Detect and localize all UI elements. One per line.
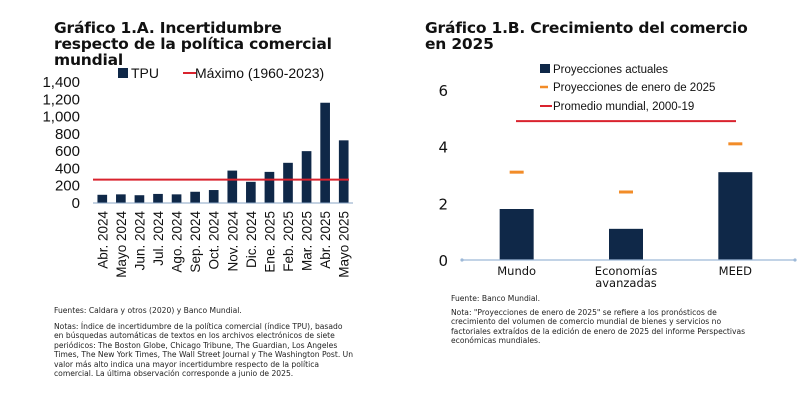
legend-tpu-swatch	[118, 68, 128, 78]
x-tick-label: Mar. 2025	[300, 211, 315, 271]
y-tick-label: 600	[55, 143, 80, 160]
legend-current-swatch	[540, 64, 550, 73]
y-tick-label: 6	[438, 82, 448, 100]
chart-a-title: Gráfico 1.A. Incertidumbre respecto de l…	[54, 19, 332, 69]
tpu-bar	[134, 195, 145, 203]
x-tick-label: Abr. 2025	[318, 211, 333, 269]
y-tick-label: 200	[55, 178, 80, 195]
y-tick-label: 800	[55, 126, 80, 143]
chart-a-notes: Notas: Índice de incertidumbre de la pol…	[54, 322, 354, 379]
legend-jan-label: Proyecciones de enero de 2025	[553, 82, 715, 94]
tpu-bar	[116, 194, 126, 203]
x-tick-label: Feb. 2025	[281, 211, 296, 272]
x-tick-label: Economías	[595, 264, 657, 278]
tpu-bar	[208, 190, 219, 203]
y-tick-label: 1,200	[42, 91, 80, 108]
current-projection-bar	[718, 172, 753, 260]
tpu-bar	[190, 191, 200, 203]
x-tick-label: Nov. 2024	[225, 211, 240, 272]
y-tick-label: 2	[438, 195, 448, 213]
tpu-bar	[264, 171, 275, 203]
x-tick-label: avanzadas	[595, 276, 657, 290]
x-tick-label: Mundo	[497, 264, 536, 278]
chart-a-source: Fuentes: Caldara y otros (2020) y Banco …	[54, 306, 242, 315]
tpu-bar	[320, 102, 330, 203]
y-tick-label: 1,000	[42, 109, 80, 126]
tpu-bar	[153, 193, 163, 203]
legend-tpu-label: TPU	[131, 65, 159, 81]
x-tick-label: Sep. 2024	[188, 211, 203, 273]
current-projection-bar	[609, 228, 643, 260]
x-tick-label: Dic. 2024	[244, 211, 259, 269]
y-tick-label: 4	[438, 139, 448, 157]
x-tick-label: Jun. 2024	[132, 211, 147, 271]
chart-b-source: Fuente: Banco Mundial.	[451, 294, 541, 303]
chart-b-title: Gráfico 1.B. Crecimiento del comercio en…	[425, 19, 748, 53]
current-projection-bar	[499, 209, 534, 260]
tpu-bar	[246, 181, 256, 203]
tpu-bar	[283, 162, 293, 203]
x-axis-end-dot	[793, 258, 797, 262]
legend-avg-label: Promedio mundial, 2000-19	[553, 101, 694, 113]
x-tick-label: Mayo 2024	[114, 211, 129, 278]
x-tick-label: Ene. 2025	[262, 211, 277, 273]
tpu-bar	[171, 194, 182, 203]
x-tick-label: Oct. 2024	[207, 211, 222, 270]
x-tick-label: MEED	[719, 264, 752, 278]
tpu-bar	[97, 194, 108, 203]
x-tick-label: Jul. 2024	[151, 211, 166, 266]
tpu-bar	[227, 170, 238, 203]
y-tick-label: 400	[55, 160, 80, 177]
tpu-bar	[338, 140, 349, 203]
chart-b-notes: Nota: "Proyecciones de enero de 2025" se…	[451, 308, 746, 346]
x-tick-label: Mayo 2025	[337, 211, 352, 278]
legend-max-label: Máximo (1960-2023)	[195, 65, 324, 81]
x-axis-start-dot	[460, 258, 464, 262]
y-tick-label: 1,400	[42, 74, 80, 91]
y-tick-label: 0	[438, 252, 448, 270]
x-tick-label: Ago. 2024	[170, 211, 185, 273]
legend-current-label: Proyecciones actuales	[553, 64, 668, 76]
x-tick-label: Abr. 2024	[95, 211, 110, 269]
y-tick-label: 0	[72, 195, 80, 212]
tpu-bar	[301, 151, 312, 203]
